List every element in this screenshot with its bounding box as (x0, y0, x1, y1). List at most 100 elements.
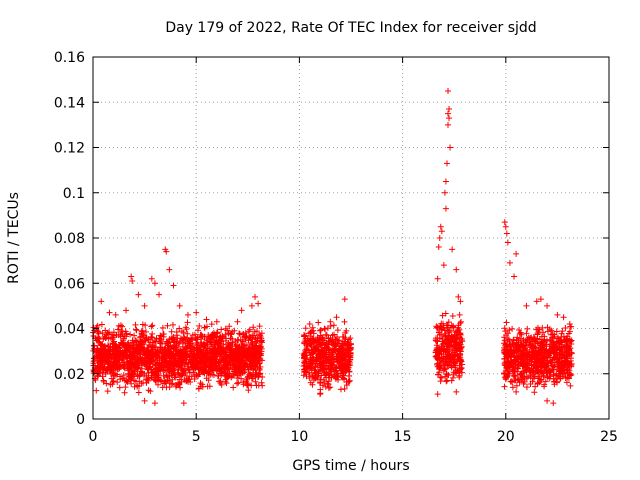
data-point (302, 325, 309, 332)
data-point (334, 338, 341, 345)
data-point (443, 371, 450, 378)
data-point (217, 370, 224, 377)
data-point (315, 341, 322, 348)
axis-ticks: 0 5 10 15 20 25 0 0.02 0.04 0.06 0.08 0.1 0.12 0.14 0.… (54, 50, 618, 445)
data-point (121, 361, 128, 368)
data-point (94, 322, 101, 329)
data-point (304, 342, 311, 349)
data-point (136, 341, 143, 348)
data-point (258, 379, 265, 386)
data-point (155, 381, 162, 388)
y-tick-label: 0 (76, 412, 85, 428)
data-point (437, 223, 444, 230)
y-tick-label: 0.14 (54, 95, 85, 111)
data-point (511, 356, 518, 363)
data-point (242, 362, 249, 369)
data-point (322, 325, 329, 332)
data-point (143, 361, 150, 368)
data-point (184, 319, 191, 326)
data-point (164, 377, 171, 384)
data-point (102, 348, 109, 355)
data-point (555, 364, 562, 371)
data-point (236, 362, 243, 369)
data-point (238, 375, 245, 382)
data-point (159, 324, 166, 331)
data-point (317, 366, 324, 373)
data-point (113, 371, 120, 378)
data-point (140, 333, 147, 340)
data-point (338, 357, 345, 364)
data-point (436, 346, 443, 353)
data-point (553, 328, 560, 335)
data-point (115, 366, 122, 373)
data-point (450, 374, 457, 381)
data-point (560, 314, 567, 321)
data-point (124, 363, 131, 370)
data-point (96, 366, 103, 373)
data-point (330, 359, 337, 366)
data-point (310, 327, 317, 334)
data-point (458, 358, 465, 365)
data-point (443, 160, 450, 167)
data-point (306, 320, 313, 327)
data-point (515, 341, 522, 348)
data-point (104, 367, 111, 374)
data-point (345, 378, 352, 385)
data-point (187, 347, 194, 354)
data-point (554, 349, 561, 356)
data-point (336, 337, 343, 344)
data-point (253, 347, 260, 354)
data-point (243, 332, 250, 339)
data-point (202, 350, 209, 357)
data-point (193, 345, 200, 352)
data-point (559, 346, 566, 353)
data-point (182, 369, 189, 376)
data-point (136, 372, 143, 379)
data-point (248, 350, 255, 357)
data-point (139, 345, 146, 352)
data-point (213, 356, 220, 363)
data-point (301, 332, 308, 339)
data-point (339, 368, 346, 375)
data-point (317, 391, 324, 398)
data-point (102, 327, 109, 334)
data-point (520, 361, 527, 368)
data-point (562, 358, 569, 365)
data-point (534, 331, 541, 338)
data-point (149, 330, 156, 337)
data-point (170, 282, 177, 289)
data-point (127, 331, 134, 338)
data-point (139, 327, 146, 334)
data-point (559, 352, 566, 359)
data-point (445, 336, 452, 343)
data-point (164, 322, 171, 329)
data-point (185, 342, 192, 349)
data-point (522, 364, 529, 371)
data-point (323, 366, 330, 373)
data-point (198, 348, 205, 355)
data-point (512, 361, 519, 368)
data-point (314, 352, 321, 359)
data-point (439, 341, 446, 348)
data-point (561, 357, 568, 364)
data-point (148, 333, 155, 340)
data-point (97, 340, 104, 347)
data-point (120, 339, 127, 346)
data-point (559, 328, 566, 335)
data-point (143, 376, 150, 383)
data-point (236, 330, 243, 337)
data-point (218, 326, 225, 333)
data-point (537, 360, 544, 367)
data-point (301, 354, 308, 361)
data-point (175, 366, 182, 373)
data-point (154, 352, 161, 359)
data-point (244, 354, 251, 361)
x-tick-label: 5 (192, 429, 201, 445)
data-point (206, 359, 213, 366)
data-point (333, 314, 340, 321)
data-point (442, 310, 449, 317)
data-point (506, 342, 513, 349)
data-point (252, 293, 259, 300)
data-point (343, 382, 350, 389)
data-point (132, 378, 139, 385)
